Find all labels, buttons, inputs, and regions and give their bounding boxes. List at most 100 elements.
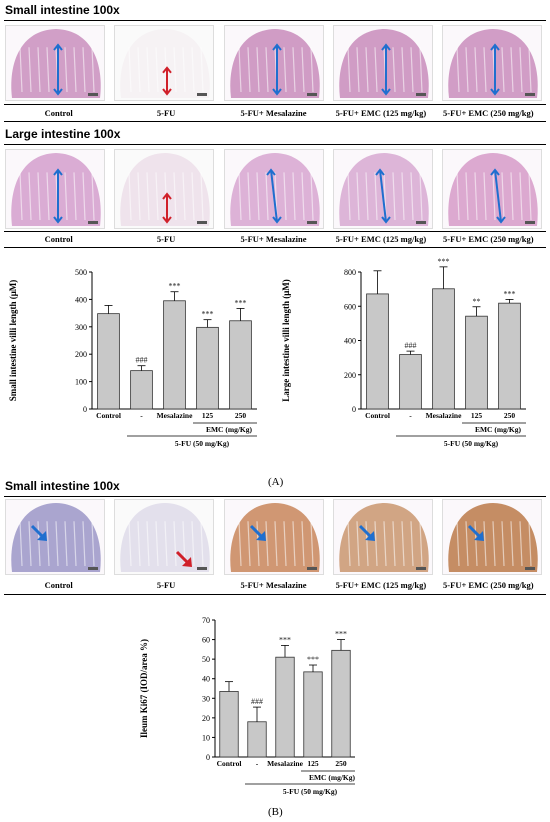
ki67-group-labels: Control 5-FU 5-FU+ Mesalazine 5-FU+ EMC (12… [5,580,542,590]
villi-length-arrow [380,43,391,96]
error-bar [373,270,382,294]
staining-arrow [30,524,47,541]
tissue-section [229,153,320,226]
y-tick-label: 70 [202,616,210,625]
group-label: Control [44,108,73,118]
tissue-section [448,503,538,572]
group-label: 5-FU+ Mesalazine [240,234,307,244]
x-tick-label: Mesalazine [426,411,462,420]
fu-group-label: 5-FU (50 mg/Kg) [175,439,230,448]
villi-length-arrow [53,43,63,96]
y-axis-label: Small intestine villi length (μM) [8,280,18,402]
staining-arrow [249,524,266,541]
y-axis-label: Large intestine villi length (μM) [281,279,291,402]
significance-marker: *** [307,655,319,664]
x-tick-label: - [256,759,259,768]
x-tick-label: Mesalazine [157,411,193,420]
villi-length-arrow [265,168,282,224]
significance-marker: ### [136,356,148,365]
label-rule [4,104,546,105]
significance-marker: ** [473,297,481,306]
significance-marker: *** [438,258,450,266]
bar [229,320,252,410]
tissue-section [339,503,429,572]
bar [331,649,351,758]
bar [163,300,186,410]
y-tick-label: 800 [344,268,356,277]
villi-length-arrow [374,168,391,224]
error-bar [406,350,415,355]
error-bar [337,639,345,651]
y-axis-label: Ileum Ki67 (IOD/area %) [139,639,149,738]
micrograph [114,25,215,101]
error-bar [137,365,146,371]
group-label: 5-FU+ EMC (250 mg/kg) [443,108,534,118]
villi-length-arrow [162,66,173,96]
y-tick-label: 200 [344,371,356,380]
significance-marker: *** [235,298,247,307]
label-rule [4,121,546,122]
label-rule [4,231,546,232]
y-tick-label: 400 [344,337,356,346]
micrograph [332,25,433,101]
bar [498,302,521,410]
group-label: 5-FU+ Mesalazine [240,580,307,590]
bar [366,293,389,410]
tissue-section [448,29,538,98]
top-rule [4,20,546,21]
y-tick-label: 30 [202,694,210,703]
tissue-section [11,29,101,98]
significance-marker: ### [251,697,263,706]
bar [275,656,295,758]
group-label: 5-FU+ Mesalazine [240,108,307,118]
tissue-section [448,153,538,226]
x-tick-label: - [140,411,143,420]
significance-marker: *** [169,282,181,291]
fu-group-label: 5-FU (50 mg/Kg) [283,787,338,796]
tissue-section [339,29,429,98]
bar [130,370,153,410]
staining-arrow [467,524,484,541]
significance-marker: ### [405,341,417,350]
error-bar [439,266,448,289]
tissue-section [11,503,101,572]
y-tick-label: 50 [202,655,210,664]
label-rule [4,247,546,248]
large-intestine-title: Large intestine 100x [5,127,121,141]
tissue-section [229,503,320,572]
small-intestine-title-b: Small intestine 100x [5,479,120,493]
x-tick-label: 125 [307,759,319,768]
bar [196,326,219,410]
x-tick-label: 125 [202,411,214,420]
error-bar [309,664,317,672]
error-bar [236,308,245,321]
panel-label-a: (A) [268,476,284,488]
large-intestine-group-labels: Control 5-FU 5-FU+ Mesalazine 5-FU+ EMC (12… [5,234,542,244]
ileum-ki67-chart: Ileum Ki67 (IOD/area %) 0 10 20 30 40 50 60 70 Co… [139,616,356,796]
small-intestine-title-a: Small intestine 100x [5,3,120,17]
micrograph [5,499,105,575]
group-label: 5-FU [156,108,176,118]
staining-arrow [176,550,193,567]
group-label: 5-FU+ EMC (125 mg/kg) [335,580,427,590]
panel-label-b: (B) [268,806,283,818]
micrograph [5,149,105,229]
y-tick-label: 20 [202,714,210,723]
significance-marker: *** [202,310,214,319]
group-label: 5-FU+ EMC (125 mg/kg) [335,108,427,118]
micrograph [114,499,215,575]
x-tick-label: Control [217,759,242,768]
significance-marker: *** [335,630,347,639]
y-tick-label: 500 [75,268,87,277]
y-tick-label: 600 [344,302,356,311]
x-tick-label: - [409,411,412,420]
error-bar [225,681,233,692]
bar [97,313,120,410]
x-tick-label: 250 [235,411,247,420]
tissue-section [229,29,320,98]
bar [465,315,488,410]
micrograph [332,149,433,229]
micrograph [223,499,324,575]
villi-length-arrow [162,192,173,224]
x-tick-label: Mesalazine [267,759,303,768]
